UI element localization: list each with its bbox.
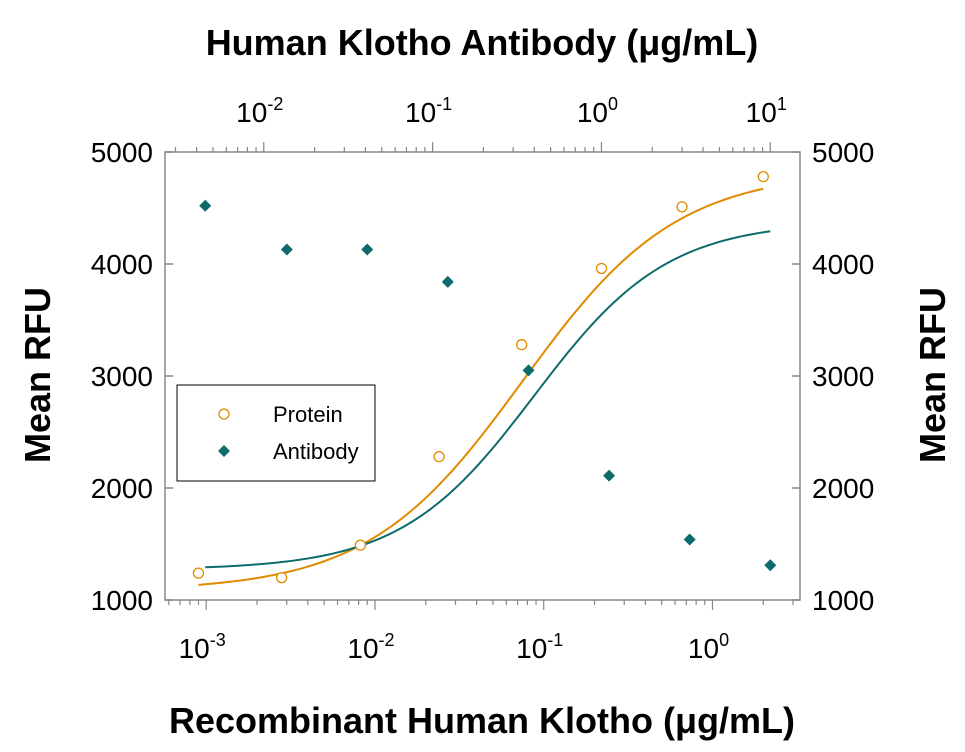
right-y-tick-label: 1000 xyxy=(812,585,874,616)
right-y-tick-label: 3000 xyxy=(812,361,874,392)
left-axis-label: Mean RFU xyxy=(17,287,58,463)
antibody-fit-curve xyxy=(205,230,771,569)
x-tick-label: 100 xyxy=(577,94,618,128)
x-tick-label: 10-1 xyxy=(516,630,563,664)
antibody-point xyxy=(603,469,616,482)
x-tick-label: 10-2 xyxy=(236,94,283,128)
antibody-point xyxy=(199,199,212,212)
protein-point xyxy=(192,567,205,579)
protein-point xyxy=(276,571,288,584)
left-y-tick-label: 5000 xyxy=(91,137,153,168)
right-axis-label: Mean RFU xyxy=(912,287,953,463)
right-y-tick-label: 2000 xyxy=(812,473,874,504)
x-tick-label: 101 xyxy=(746,94,787,128)
legend-box xyxy=(176,384,376,482)
left-y-tick-label: 3000 xyxy=(91,361,153,392)
protein-point xyxy=(757,170,769,183)
antibody-point xyxy=(361,243,374,256)
antibody-point xyxy=(280,243,293,256)
left-y-tick-label: 2000 xyxy=(91,473,153,504)
right-y-axis: 5000 4000 3000 2000 1000 xyxy=(792,137,874,616)
antibody-point xyxy=(683,533,696,546)
protein-point xyxy=(676,201,688,213)
protein-point xyxy=(516,338,528,351)
left-y-tick-label: 1000 xyxy=(91,585,153,616)
protein-fit-curve xyxy=(198,187,764,586)
top-axis-label: Human Klotho Antibody (μg/mL) xyxy=(206,22,759,63)
legend-protein-marker xyxy=(218,408,230,420)
protein-point xyxy=(354,539,367,551)
antibody-point xyxy=(764,559,777,572)
x-tick-label: 100 xyxy=(688,630,729,664)
fit-curves xyxy=(198,187,771,586)
protein-point xyxy=(433,450,445,463)
plot-frame xyxy=(164,151,801,601)
top-x-axis: 10-2 10-1 100 101 xyxy=(174,94,787,152)
x-tick-label: 10-1 xyxy=(405,94,452,128)
right-y-tick-label: 5000 xyxy=(812,137,874,168)
legend: Protein Antibody xyxy=(176,384,376,482)
legend-antibody-label: Antibody xyxy=(273,439,359,464)
protein-point xyxy=(595,262,608,275)
data-points xyxy=(192,170,777,584)
legend-protein-label: Protein xyxy=(273,402,343,427)
bottom-x-axis: 10-3 10-2 10-1 100 xyxy=(168,600,794,664)
x-tick-label: 10-2 xyxy=(347,630,394,664)
x-tick-label: 10-3 xyxy=(179,630,226,664)
right-y-tick-label: 4000 xyxy=(812,249,874,280)
antibody-point xyxy=(522,364,535,377)
left-y-axis: 5000 4000 3000 2000 1000 xyxy=(91,137,173,616)
legend-antibody-marker xyxy=(218,445,230,457)
left-y-tick-label: 4000 xyxy=(91,249,153,280)
bottom-axis-label: Recombinant Human Klotho (μg/mL) xyxy=(169,700,795,741)
antibody-point xyxy=(441,275,454,288)
